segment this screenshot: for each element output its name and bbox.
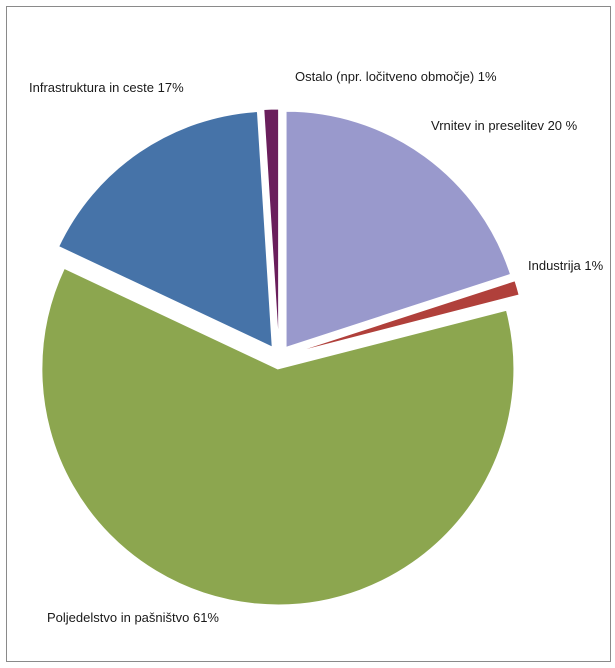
pie-slices <box>41 108 520 606</box>
slice-label: Industrija 1% <box>528 258 604 273</box>
pie-slice <box>285 110 512 348</box>
pie-slice <box>58 111 273 348</box>
pie-chart: Vrnitev in preselitev 20 % Industrija 1% P… <box>29 69 604 625</box>
slice-label: Vrnitev in preselitev 20 % <box>431 118 578 133</box>
chart-frame: Vrnitev in preselitev 20 % Industrija 1% P… <box>6 6 611 662</box>
pie-labels: Vrnitev in preselitev 20 % Industrija 1% P… <box>29 69 604 625</box>
pie-slice <box>263 108 280 346</box>
slice-label: Infrastruktura in ceste 17% <box>29 80 184 95</box>
slice-label: Poljedelstvo in pašništvo 61% <box>47 610 219 625</box>
pie-slice <box>41 267 515 606</box>
slice-label: Ostalo (npr. ločitveno območje) 1% <box>295 69 497 84</box>
pie-slice <box>290 280 520 355</box>
